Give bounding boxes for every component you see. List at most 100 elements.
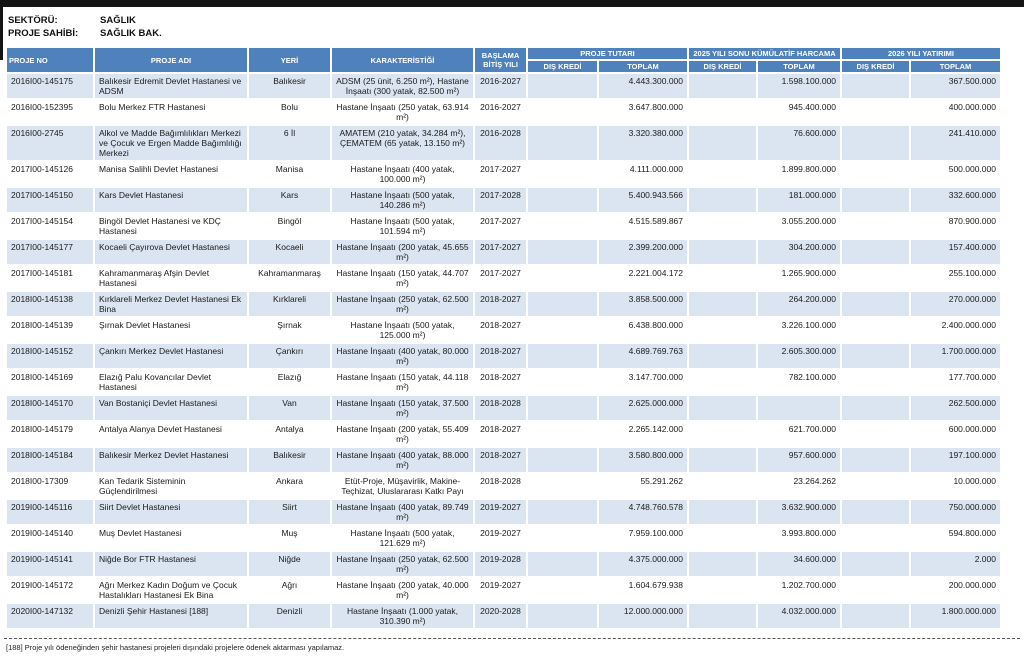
cell-proje-tutari-toplam: 4.443.300.000 [599, 74, 687, 98]
cell-proje-tutari-dis-kredi [528, 448, 597, 472]
cell-proje-adi: Kan Tedarik Sisteminin Güçlendirilmesi [95, 474, 247, 498]
cell-proje-no: 2017I00-145181 [7, 266, 93, 290]
cell-karakteristigi: Hastane İnşaatı (150 yatak, 44.118 m²) [332, 370, 473, 394]
cell-yatirim-2026-dis-kredi [842, 474, 909, 498]
cell-proje-tutari-toplam: 7.959.100.000 [599, 526, 687, 550]
cell-proje-adi: Çankırı Merkez Devlet Hastanesi [95, 344, 247, 368]
cell-proje-adi: Muş Devlet Hastanesi [95, 526, 247, 550]
cell-harcama-2025-dis-kredi [689, 318, 756, 342]
cell-proje-no: 2018I00-17309 [7, 474, 93, 498]
cell-yeri: Antalya [249, 422, 330, 446]
cell-harcama-2025-toplam: 3.993.800.000 [758, 526, 840, 550]
cell-yatirim-2026-dis-kredi [842, 526, 909, 550]
cell-baslama-bitis-yili: 2016-2027 [475, 74, 526, 98]
col-header-yeri: YERİ [249, 48, 330, 72]
cell-proje-tutari-dis-kredi [528, 292, 597, 316]
cell-harcama-2025-toplam: 181.000.000 [758, 188, 840, 212]
cell-yatirim-2026-dis-kredi [842, 318, 909, 342]
cell-proje-tutari-toplam: 1.604.679.938 [599, 578, 687, 602]
cell-proje-tutari-toplam: 3.147.700.000 [599, 370, 687, 394]
cell-yatirim-2026-toplam: 870.900.000 [911, 214, 1000, 238]
cell-proje-tutari-toplam: 4.515.589.867 [599, 214, 687, 238]
cell-harcama-2025-dis-kredi [689, 578, 756, 602]
cell-yatirim-2026-toplam: 157.400.000 [911, 240, 1000, 264]
col-header-baslama-bitis-yili: BAŞLAMA BİTİŞ YILI [475, 48, 526, 72]
cell-baslama-bitis-yili: 2018-2027 [475, 422, 526, 446]
cell-yatirim-2026-dis-kredi [842, 214, 909, 238]
cell-yeri: Elazığ [249, 370, 330, 394]
cell-proje-no: 2016I00-145175 [7, 74, 93, 98]
cell-proje-tutari-toplam: 12.000.000.000 [599, 604, 687, 628]
cell-yatirim-2026-toplam: 177.700.000 [911, 370, 1000, 394]
cell-harcama-2025-toplam: 4.032.000.000 [758, 604, 840, 628]
cell-yatirim-2026-toplam: 1.700.000.000 [911, 344, 1000, 368]
cell-proje-tutari-dis-kredi [528, 266, 597, 290]
cell-yatirim-2026-dis-kredi [842, 500, 909, 524]
cell-proje-tutari-toplam: 4.689.769.763 [599, 344, 687, 368]
cell-baslama-bitis-yili: 2018-2027 [475, 292, 526, 316]
cell-proje-no: 2019I00-145116 [7, 500, 93, 524]
cell-proje-adi: Antalya Alanya Devlet Hastanesi [95, 422, 247, 446]
table-row: 2018I00-145139 Şırnak Devlet Hastanesi Şır… [7, 318, 1000, 342]
cell-baslama-bitis-yili: 2017-2028 [475, 188, 526, 212]
cell-proje-tutari-dis-kredi [528, 396, 597, 420]
cell-harcama-2025-dis-kredi [689, 240, 756, 264]
table-row: 2018I00-145184 Balıkesir Merkez Devlet Ha… [7, 448, 1000, 472]
cell-karakteristigi: Hastane İnşaatı (200 yatak, 45.655 m²) [332, 240, 473, 264]
cell-proje-no: 2018I00-145179 [7, 422, 93, 446]
cell-yeri: Siirt [249, 500, 330, 524]
cell-proje-adi: Niğde Bor FTR Hastanesi [95, 552, 247, 576]
cell-karakteristigi: Hastane İnşaatı (250 yatak, 62.500 m²) [332, 552, 473, 576]
cell-proje-tutari-toplam: 55.291.262 [599, 474, 687, 498]
cell-harcama-2025-toplam: 76.600.000 [758, 126, 840, 160]
cell-proje-tutari-dis-kredi [528, 422, 597, 446]
cell-yatirim-2026-dis-kredi [842, 162, 909, 186]
table-row: 2020I00-147132 Denizli Şehir Hastanesi [1… [7, 604, 1000, 628]
cell-harcama-2025-dis-kredi [689, 604, 756, 628]
cell-yeri: Ağrı [249, 578, 330, 602]
cell-proje-tutari-toplam: 6.438.800.000 [599, 318, 687, 342]
cell-proje-tutari-dis-kredi [528, 318, 597, 342]
cell-proje-no: 2017I00-145154 [7, 214, 93, 238]
cell-harcama-2025-dis-kredi [689, 100, 756, 124]
cell-karakteristigi: Hastane İnşaatı (400 yatak, 80.000 m²) [332, 344, 473, 368]
cell-yeri: Ankara [249, 474, 330, 498]
cell-proje-tutari-dis-kredi [528, 578, 597, 602]
cell-yatirim-2026-dis-kredi [842, 188, 909, 212]
sector-row: SEKTÖRÜ: SAĞLIK [8, 14, 162, 27]
cell-yeri: 6 İl [249, 126, 330, 160]
table-row: 2019I00-145172 Ağrı Merkez Kadın Doğum ve… [7, 578, 1000, 602]
cell-proje-tutari-toplam: 3.858.500.000 [599, 292, 687, 316]
cell-yatirim-2026-dis-kredi [842, 370, 909, 394]
cell-proje-adi: Şırnak Devlet Hastanesi [95, 318, 247, 342]
cell-proje-adi: Kırklareli Merkez Devlet Hastanesi Ek Bi… [95, 292, 247, 316]
cell-harcama-2025-dis-kredi [689, 552, 756, 576]
cell-baslama-bitis-yili: 2017-2027 [475, 214, 526, 238]
table-row: 2019I00-145116 Siirt Devlet Hastanesi Siir… [7, 500, 1000, 524]
cell-karakteristigi: Hastane İnşaatı (150 yatak, 44.707 m²) [332, 266, 473, 290]
cell-proje-adi: Balıkesir Edremit Devlet Hastanesi ve AD… [95, 74, 247, 98]
cell-karakteristigi: ADSM (25 ünit, 6.250 m²), Hastane İnşaat… [332, 74, 473, 98]
cell-harcama-2025-toplam: 1.899.800.000 [758, 162, 840, 186]
cell-karakteristigi: Hastane İnşaatı (200 yatak, 40.000 m²) [332, 578, 473, 602]
col-header-proje-tutari-dis-kredi: DIŞ KREDİ [528, 61, 597, 72]
cell-karakteristigi: Hastane İnşaatı (200 yatak, 55.409 m²) [332, 422, 473, 446]
cell-yatirim-2026-toplam: 400.000.000 [911, 100, 1000, 124]
cell-proje-tutari-dis-kredi [528, 126, 597, 160]
cell-harcama-2025-dis-kredi [689, 396, 756, 420]
cell-harcama-2025-toplam: 23.264.262 [758, 474, 840, 498]
cell-proje-adi: Denizli Şehir Hastanesi [188] [95, 604, 247, 628]
cell-proje-no: 2018I00-145170 [7, 396, 93, 420]
cell-yeri: Kahramanmaraş [249, 266, 330, 290]
col-header-harcama-2025-dis-kredi: DIŞ KREDİ [689, 61, 756, 72]
cell-proje-tutari-toplam: 4.111.000.000 [599, 162, 687, 186]
cell-proje-tutari-dis-kredi [528, 474, 597, 498]
cell-yatirim-2026-dis-kredi [842, 100, 909, 124]
cell-yeri: Denizli [249, 604, 330, 628]
table-header: PROJE NO PROJE ADI YERİ KARAKTERİSTİĞİ B… [7, 48, 1000, 72]
col-header-proje-adi: PROJE ADI [95, 48, 247, 72]
cell-proje-tutari-dis-kredi [528, 240, 597, 264]
document-header: SEKTÖRÜ: SAĞLIK PROJE SAHİBİ: SAĞLIK BAK… [8, 14, 162, 40]
table-row: 2016I00-2745 Alkol ve Madde Bağımlılıklar… [7, 126, 1000, 160]
cell-proje-tutari-toplam: 3.580.800.000 [599, 448, 687, 472]
